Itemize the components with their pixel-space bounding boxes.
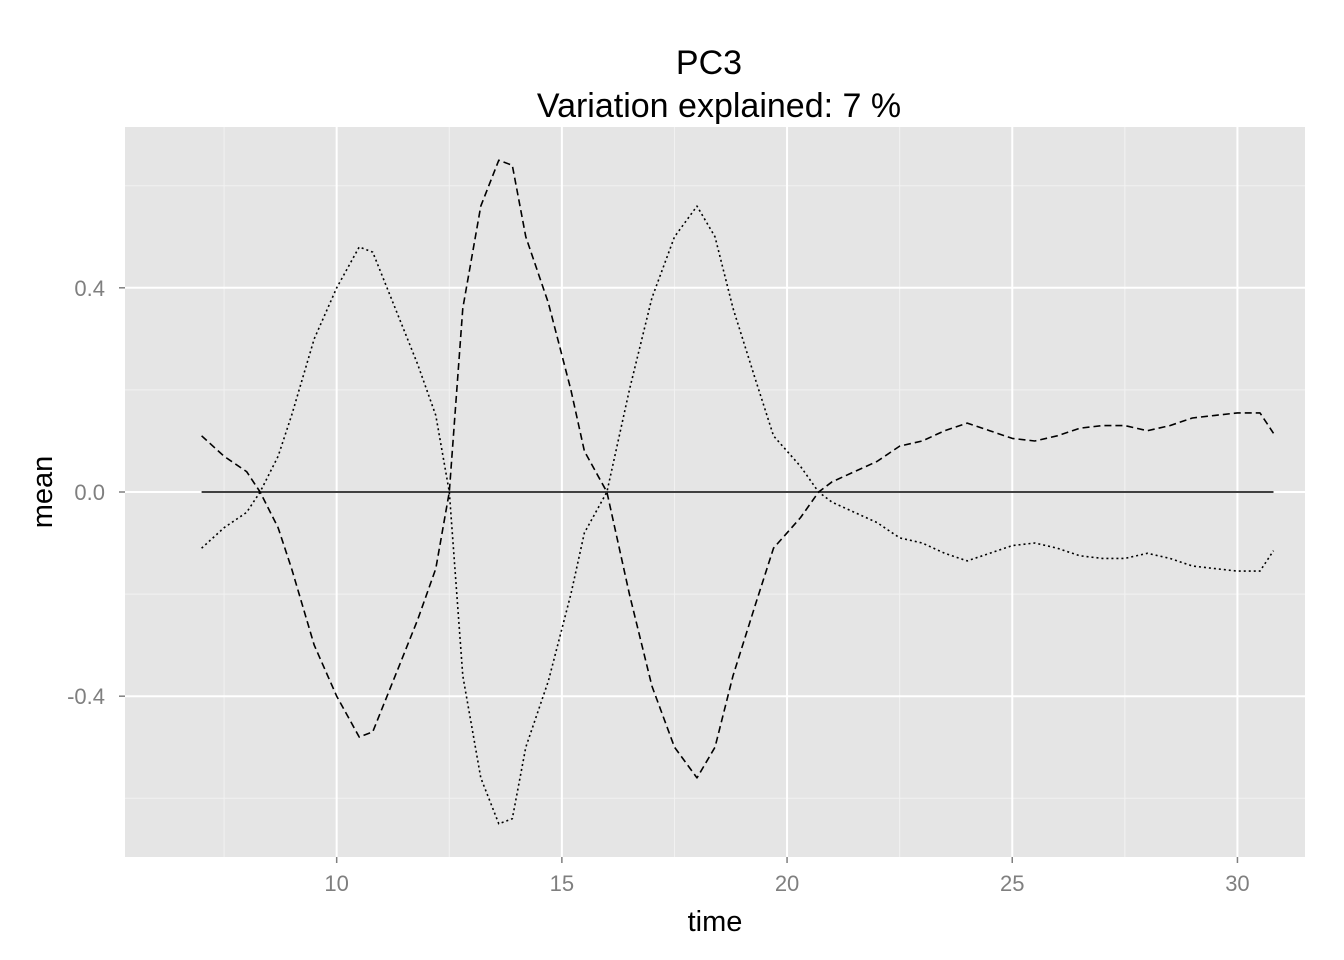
x-tick-label: 20 — [775, 871, 799, 896]
y-axis-title: mean — [27, 456, 59, 529]
y-tick-label: 0.0 — [74, 480, 105, 505]
x-tick-label: 25 — [1000, 871, 1024, 896]
x-tick-label: 10 — [324, 871, 348, 896]
series-layer — [201, 159, 1275, 825]
x-axis: 10 15 20 25 30 — [324, 857, 1250, 896]
x-axis-title: time — [688, 906, 743, 938]
series-line-dashed — [201, 159, 1275, 779]
y-axis: 0.4 0.0 -0.4 — [67, 276, 125, 709]
y-tick-label: 0.4 — [74, 276, 105, 301]
chart-subtitle: Variation explained: 7 % — [537, 87, 901, 125]
x-tick-label: 30 — [1225, 871, 1249, 896]
chart-title: PC3 — [676, 44, 742, 82]
y-tick-label: -0.4 — [67, 684, 105, 709]
x-tick-label: 15 — [550, 871, 574, 896]
